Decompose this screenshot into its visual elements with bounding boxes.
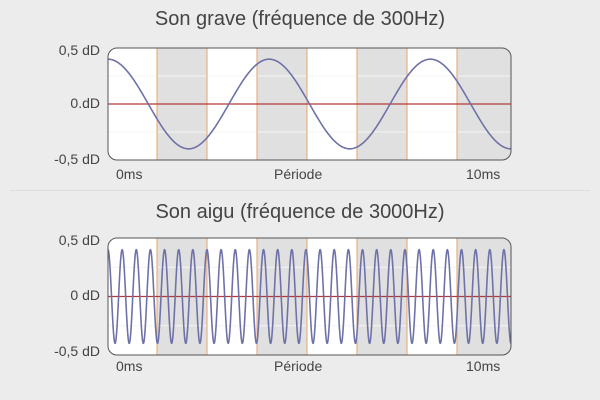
plot-frame [107, 47, 512, 161]
y-tick-label: 0 dD [70, 287, 100, 303]
y-tick-label: 0,5 dD [58, 42, 100, 58]
chart-title-high: Son aigu (fréquence de 3000Hz) [155, 201, 445, 223]
x-tick-label: 10ms [466, 166, 501, 182]
y-tick-label: 0.dD [70, 95, 100, 111]
y-tick-label: 0,5 dD [58, 232, 100, 248]
series-line [108, 58, 511, 150]
x-axis-label: Période [274, 358, 323, 374]
x-tick-label: 10ms [466, 358, 501, 374]
x-tick-label: 0ms [116, 358, 143, 374]
y-tick-label: -0,5 dD [54, 151, 100, 167]
y-tick-label: -0,5 dD [54, 343, 100, 359]
divider [10, 190, 590, 191]
plot-frame [107, 237, 512, 356]
x-tick-label: 0ms [116, 166, 143, 182]
chart-title-low: Son grave (fréquence de 300Hz) [154, 8, 446, 30]
x-axis-label: Période [274, 166, 323, 182]
series-line [108, 248, 511, 345]
